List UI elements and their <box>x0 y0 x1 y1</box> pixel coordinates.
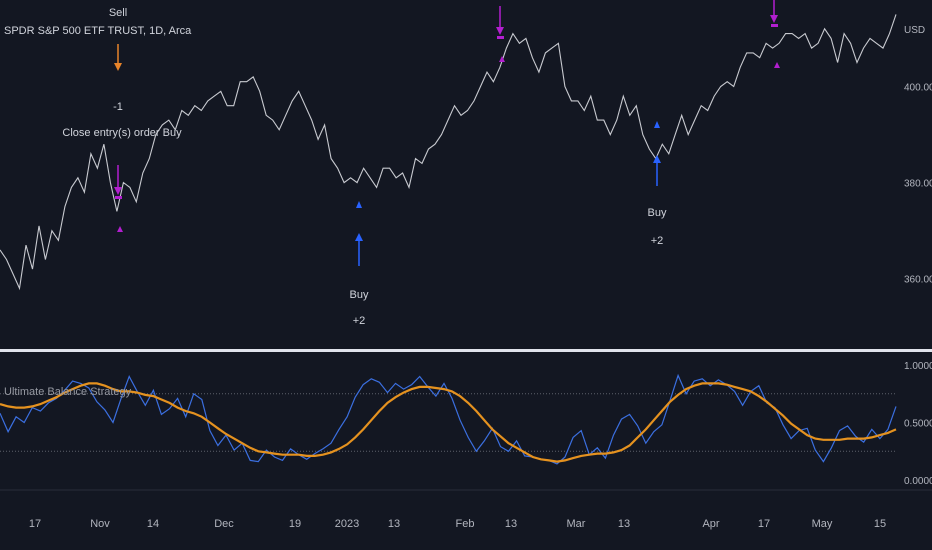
close-arrowhead-icon <box>114 187 122 195</box>
close-small-marker-icon <box>117 226 123 232</box>
sell-signal-label: Sell <box>109 7 127 19</box>
buy-small-marker-icon-2 <box>654 121 660 128</box>
sell-arrowhead-icon <box>114 63 122 71</box>
time-axis-label: 17 <box>758 518 770 530</box>
close-small-marker-icon-2 <box>499 56 505 62</box>
time-axis-label: 17 <box>29 518 41 530</box>
symbol-title[interactable]: SPDR S&P 500 ETF TRUST, 1D, Arca <box>4 25 192 37</box>
time-axis-label: 13 <box>388 518 400 530</box>
time-axis-label: 13 <box>618 518 630 530</box>
sell-signal-qty: -1 <box>113 101 123 113</box>
price-axis-tick-label: 360.00 <box>904 275 932 286</box>
time-axis-label: Dec <box>214 518 234 530</box>
indicator-axis-tick-label: 1.0000 <box>904 361 932 372</box>
time-axis-label: May <box>812 518 833 530</box>
close-arrowhead-icon-2 <box>496 27 504 35</box>
time-axis-label: 13 <box>505 518 517 530</box>
time-axis-label: 2023 <box>335 518 359 530</box>
buy-signal-label-1: Buy <box>350 289 369 301</box>
time-axis-label: 15 <box>874 518 886 530</box>
close-marker-icon-2 <box>497 36 504 39</box>
buy-signal-label-2: Buy <box>648 207 667 219</box>
indicator-axis-tick-label: 0.0000 <box>904 476 932 487</box>
trade-signals: Sell -1 Close entry(s) order Buy Buy +2 … <box>62 0 780 327</box>
time-axis-label: Mar <box>567 518 586 530</box>
close-arrowhead-icon-3 <box>770 15 778 23</box>
buy-signal-qty-2: +2 <box>651 235 664 247</box>
indicator-pane[interactable] <box>0 373 897 465</box>
price-axis-tick-label: 400.00 <box>904 83 932 94</box>
indicator-title[interactable]: Ultimate Balance Strategy <box>4 386 132 398</box>
indicator-slow-line[interactable] <box>0 382 897 463</box>
time-axis[interactable]: 17 Nov 14 Dec 19 2023 13 Feb 13 Mar 13 Apr 17 May 15 <box>29 518 886 530</box>
buy-small-marker-icon <box>356 201 362 208</box>
time-axis-label: Apr <box>702 518 719 530</box>
time-axis-label: 19 <box>289 518 301 530</box>
price-series-line[interactable] <box>0 14 897 291</box>
price-pane[interactable] <box>0 14 897 291</box>
indicator-axis[interactable]: 1.0000 0.5000 0.0000 <box>904 361 932 487</box>
close-small-marker-icon-3 <box>774 62 780 68</box>
buy-arrowhead-icon <box>355 233 363 241</box>
close-marker-icon <box>115 196 122 199</box>
close-signal-label: Close entry(s) order Buy <box>62 127 182 139</box>
time-axis-label: Feb <box>456 518 475 530</box>
price-axis-unit: USD <box>904 25 925 36</box>
price-axis-tick-label: 380.00 <box>904 179 932 190</box>
time-axis-label: Nov <box>90 518 110 530</box>
buy-arrowhead-icon-2 <box>653 155 661 163</box>
price-axis[interactable]: USD 400.00 380.00 360.00 <box>904 25 932 286</box>
indicator-axis-tick-label: 0.5000 <box>904 419 932 430</box>
buy-signal-qty-1: +2 <box>353 315 366 327</box>
close-marker-icon-3 <box>771 24 778 27</box>
time-axis-label: 14 <box>147 518 159 530</box>
pane-separator[interactable] <box>0 349 932 352</box>
